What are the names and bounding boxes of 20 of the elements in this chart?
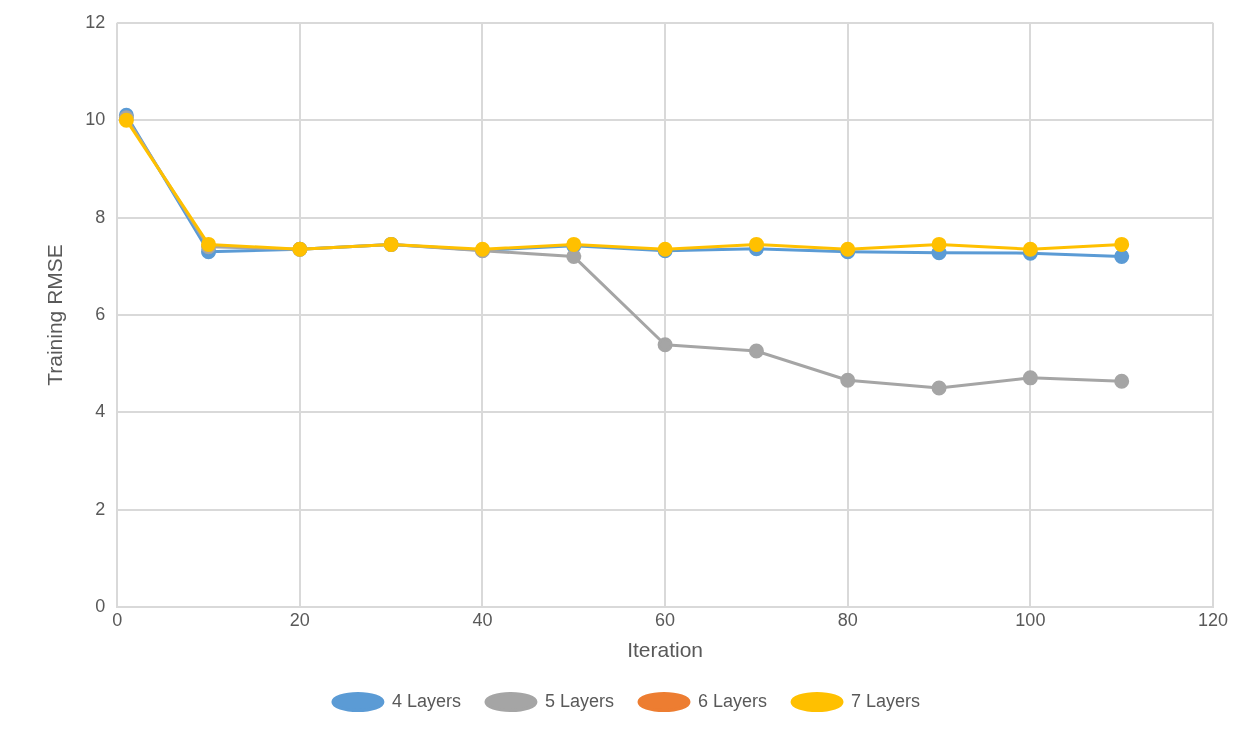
x-tick-label: 60 (655, 609, 676, 630)
y-tick-label: 6 (95, 303, 106, 324)
legend-label: 7 Layers (851, 690, 921, 711)
x-axis-title: Iteration (627, 638, 704, 662)
y-tick-label: 10 (85, 109, 106, 130)
y-tick-label: 2 (95, 498, 106, 519)
x-tick-label: 0 (112, 609, 123, 630)
x-tick-label: 40 (472, 609, 493, 630)
legend-label: 5 Layers (544, 690, 615, 711)
y-tick-label: 0 (95, 596, 106, 617)
x-tick-label: 80 (837, 609, 858, 630)
x-tick-label: 120 (1197, 609, 1229, 630)
y-tick-label: 4 (95, 401, 106, 422)
legend-label: 6 Layers (698, 690, 768, 711)
y-tick-label: 8 (95, 206, 106, 227)
y-tick-label: 12 (85, 11, 106, 32)
x-tick-label: 100 (1015, 609, 1046, 630)
legend-label: 4 Layers (391, 690, 461, 711)
x-tick-label: 20 (289, 609, 310, 630)
y-axis-title: Training RMSE (43, 244, 67, 386)
